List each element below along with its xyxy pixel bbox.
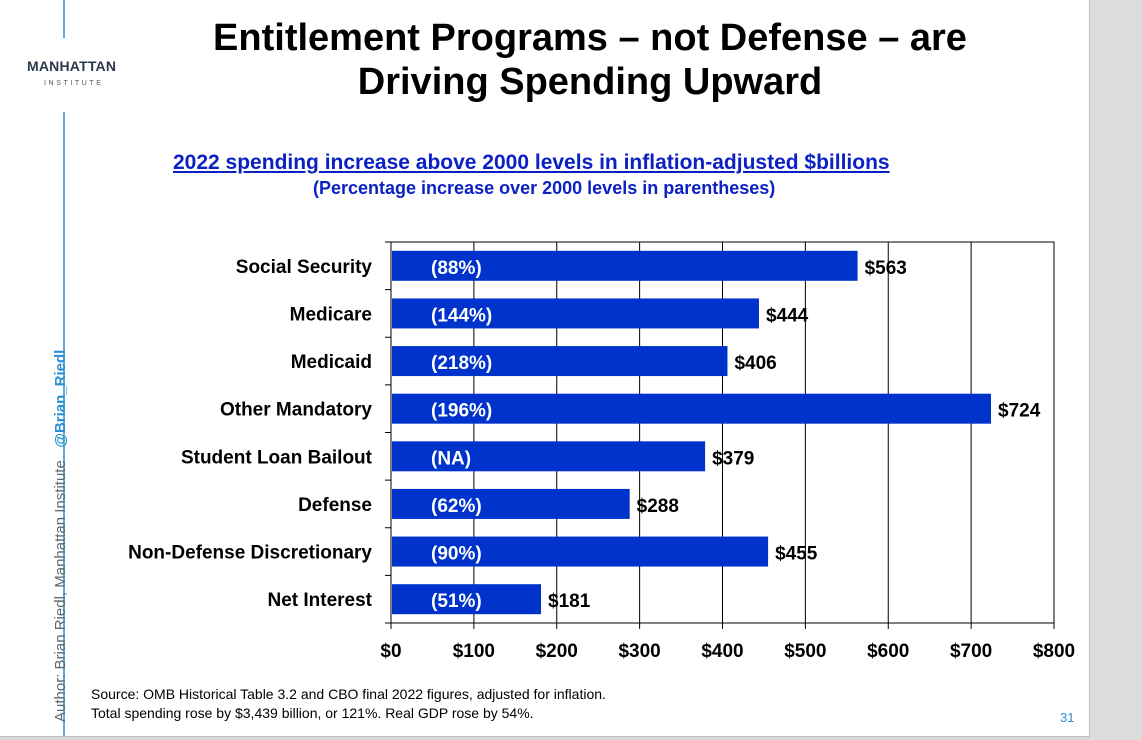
x-tick-label: $100 <box>453 641 495 662</box>
bar-chart: $0 $100 $200 $300 $400 $500 $600 $700 $800 Social… <box>128 241 1075 662</box>
x-tick-label: $600 <box>867 641 909 662</box>
accent-line-bottom <box>63 112 65 736</box>
percent-label: (196%) <box>431 401 492 422</box>
category-label: Other Mandatory <box>220 400 372 421</box>
bar <box>392 488 630 519</box>
category-label: Medicare <box>290 304 372 325</box>
value-label: $379 <box>712 448 754 469</box>
bar <box>392 393 992 424</box>
bar <box>392 441 706 472</box>
category-label: Defense <box>298 495 372 516</box>
accent-line-top <box>63 0 65 38</box>
background-strip <box>1090 0 1142 740</box>
value-label: $444 <box>766 305 809 326</box>
bar <box>392 346 728 377</box>
value-label: $563 <box>865 258 907 279</box>
x-tick-label: $800 <box>1033 641 1075 662</box>
value-label: $288 <box>637 496 679 517</box>
category-label: Student Loan Bailout <box>181 447 373 468</box>
bar <box>392 584 542 615</box>
value-label: $181 <box>548 591 591 612</box>
bar <box>392 298 759 329</box>
x-tick-label: $500 <box>784 641 826 662</box>
source-note-1: Source: OMB Historical Table 3.2 and CBO… <box>91 686 606 702</box>
title-line-2: Driving Spending Upward <box>357 61 823 103</box>
chart-title: 2022 spending increase above 2000 levels… <box>173 151 890 174</box>
percent-label: (51%) <box>431 591 482 612</box>
percent-label: (144%) <box>431 305 492 326</box>
logo-subtext: INSTITUTE <box>44 80 104 87</box>
x-tick-label: $300 <box>618 641 660 662</box>
category-label: Non-Defense Discretionary <box>128 543 372 564</box>
slide-title: Entitlement Programs – not Defense – are… <box>140 16 1040 104</box>
value-label: $455 <box>775 544 818 565</box>
bar <box>392 250 858 281</box>
x-tick-label: $400 <box>701 641 743 662</box>
value-label: $724 <box>998 401 1041 422</box>
x-tick-label: $200 <box>536 641 578 662</box>
bar <box>392 536 769 567</box>
percent-label: (218%) <box>431 353 492 374</box>
chart-subtitle: (Percentage increase over 2000 levels in… <box>313 178 776 198</box>
logo-text: MANHATTAN <box>27 58 117 74</box>
source-note-2: Total spending rose by $3,439 billion, o… <box>91 705 534 721</box>
percent-label: (88%) <box>431 258 482 279</box>
category-label: Social Security <box>236 257 373 278</box>
category-label: Medicaid <box>291 352 372 373</box>
category-label: Net Interest <box>267 590 372 611</box>
percent-label: (90%) <box>431 544 482 565</box>
percent-label: (62%) <box>431 496 482 517</box>
value-label: $406 <box>734 353 776 374</box>
title-line-1: Entitlement Programs – not Defense – are <box>213 17 967 59</box>
percent-label: (NA) <box>431 448 471 469</box>
page-number: 31 <box>1060 710 1075 725</box>
slide: MANHATTAN INSTITUTE Author: Brian Riedl,… <box>0 0 1090 737</box>
x-tick-label: $700 <box>950 641 992 662</box>
x-tick-label: $0 <box>380 641 401 662</box>
